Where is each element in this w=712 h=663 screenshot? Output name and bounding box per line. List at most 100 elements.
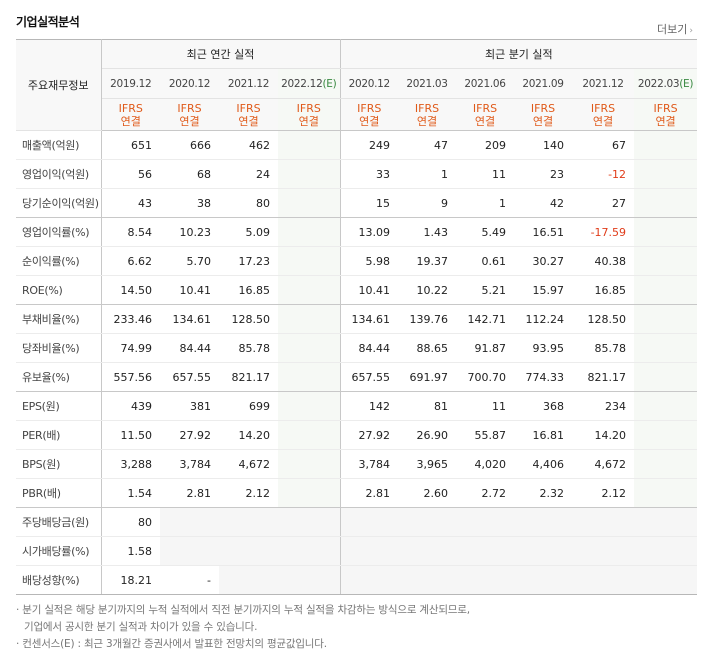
table-cell: 11.50: [101, 420, 160, 450]
note-2: · 컨센서스(E) : 최근 3개월간 증권사에서 발표한 전망치의 평균값입니…: [16, 638, 327, 650]
table-cell: [278, 536, 341, 566]
table-cell: 128.50: [572, 304, 635, 334]
table-cell: 381: [160, 391, 219, 421]
table-cell: [278, 130, 341, 160]
table-row: 순이익률(%) 6.62 5.70 17.23 5.98 19.37 0.61 30.27 40…: [16, 246, 698, 276]
more-label: 더보기: [657, 23, 688, 36]
group-quarter: 최근 분기 실적: [340, 39, 698, 69]
header-label: 주요재무정보: [16, 39, 102, 131]
table-row: 당기순이익(억원) 43 38 80 15 9 1 42 27: [16, 188, 698, 218]
footnotes: · 분기 실적은 해당 분기까지의 누적 실적에서 직전 분기까지의 누적 실적…: [16, 602, 470, 653]
table-row: EPS(원) 439 381 699 142 81 11 368 234: [16, 391, 698, 421]
table-cell: 700.70: [456, 362, 515, 392]
table-cell: [278, 333, 341, 363]
table-cell: 134.61: [160, 304, 219, 334]
table-cell: [456, 507, 515, 537]
row-label: 주당배당금(원): [16, 507, 102, 537]
period-annual-2021.12: 2021.12: [219, 68, 278, 99]
table-row: 당좌비율(%) 74.99 84.44 85.78 84.44 88.65 91.87 93.…: [16, 333, 698, 363]
table-cell: -12: [572, 159, 635, 189]
table-cell: [278, 449, 341, 479]
acct-basis: IFRS 연결: [160, 98, 219, 131]
table-cell: [278, 217, 341, 247]
table-cell: 699: [219, 391, 278, 421]
table-row: 부채비율(%) 233.46 134.61 128.50 134.61 139.76 142…: [16, 304, 698, 334]
table-cell: 56: [101, 159, 160, 189]
table-cell: 821.17: [219, 362, 278, 392]
more-link[interactable]: 더보기 ›: [657, 21, 693, 37]
table-cell: [278, 420, 341, 450]
table-cell: 112.24: [514, 304, 573, 334]
table-cell: 0.61: [456, 246, 515, 276]
table-cell: 368: [514, 391, 573, 421]
table-cell: [634, 159, 698, 189]
table-row: 주당배당금(원) 80: [16, 507, 698, 537]
row-label: PBR(배): [16, 478, 102, 508]
table-row: BPS(원) 3,288 3,784 4,672 3,784 3,965 4,020 4,40…: [16, 449, 698, 479]
table-cell: 11: [456, 159, 515, 189]
row-label: 영업이익(억원): [16, 159, 102, 189]
table-cell: [278, 188, 341, 218]
chevron-right-icon: ›: [689, 26, 693, 36]
table-cell: 11: [456, 391, 515, 421]
table-row: 영업이익률(%) 8.54 10.23 5.09 13.09 1.43 5.49 16.51-…: [16, 217, 698, 247]
table-cell: 68: [160, 159, 219, 189]
row-label: 유보율(%): [16, 362, 102, 392]
table-cell: [219, 536, 278, 566]
table-cell: 47: [398, 130, 457, 160]
table-cell: 233.46: [101, 304, 160, 334]
table-cell: 1: [398, 159, 457, 189]
table-cell: 439: [101, 391, 160, 421]
group-annual: 최근 연간 실적: [101, 39, 341, 69]
table-cell: [278, 478, 341, 508]
period-quarter-2021.06: 2021.06: [456, 68, 515, 99]
table-cell: 30.27: [514, 246, 573, 276]
acct-basis: IFRS 연결: [278, 98, 341, 131]
table-cell: 3,288: [101, 449, 160, 479]
table-cell: 26.90: [398, 420, 457, 450]
table-cell: 2.32: [514, 478, 573, 508]
table-cell: 67: [572, 130, 635, 160]
row-label: EPS(원): [16, 391, 102, 421]
table-cell: 84.44: [160, 333, 219, 363]
table-cell: 81: [398, 391, 457, 421]
table-cell: [278, 159, 341, 189]
table-cell: [634, 420, 698, 450]
table-cell: [634, 188, 698, 218]
table-cell: [278, 246, 341, 276]
table-cell: [572, 536, 635, 566]
table-cell: [456, 536, 515, 566]
table-cell: 209: [456, 130, 515, 160]
acct-basis: IFRS 연결: [101, 98, 160, 131]
table-cell: 3,784: [340, 449, 399, 479]
table-cell: 6.62: [101, 246, 160, 276]
table-cell: [514, 536, 573, 566]
table-row: ROE(%) 14.50 10.41 16.85 10.41 10.22 5.21 15.97…: [16, 275, 698, 305]
table-row: PBR(배) 1.54 2.81 2.12 2.81 2.60 2.72 2.32 2.12: [16, 478, 698, 508]
table-cell: 666: [160, 130, 219, 160]
table-cell: 657.55: [160, 362, 219, 392]
note-1-cont: 기업에서 공시한 분기 실적과 차이가 있을 수 있습니다.: [24, 621, 258, 633]
table-cell: 15: [340, 188, 399, 218]
row-label: 당좌비율(%): [16, 333, 102, 363]
acct-basis: IFRS 연결: [634, 98, 698, 131]
table-cell: 249: [340, 130, 399, 160]
table-cell: 3,784: [160, 449, 219, 479]
table-cell: [634, 536, 698, 566]
table-cell: [634, 333, 698, 363]
period-quarter-2021.03: 2021.03: [398, 68, 457, 99]
table-cell: [278, 304, 341, 334]
table-cell: -17.59: [572, 217, 635, 247]
period-quarter-2021.09: 2021.09: [514, 68, 573, 99]
table-cell: 774.33: [514, 362, 573, 392]
table-cell: 10.41: [160, 275, 219, 305]
table-cell: [278, 275, 341, 305]
table-cell: [572, 507, 635, 537]
table-cell: 651: [101, 130, 160, 160]
table-cell: [456, 565, 515, 595]
table-cell: 4,020: [456, 449, 515, 479]
table-cell: [634, 275, 698, 305]
table-row: 매출액(억원) 651 666 462 249 47 209 140 67: [16, 130, 698, 160]
table-cell: 38: [160, 188, 219, 218]
acct-basis: IFRS 연결: [340, 98, 399, 131]
